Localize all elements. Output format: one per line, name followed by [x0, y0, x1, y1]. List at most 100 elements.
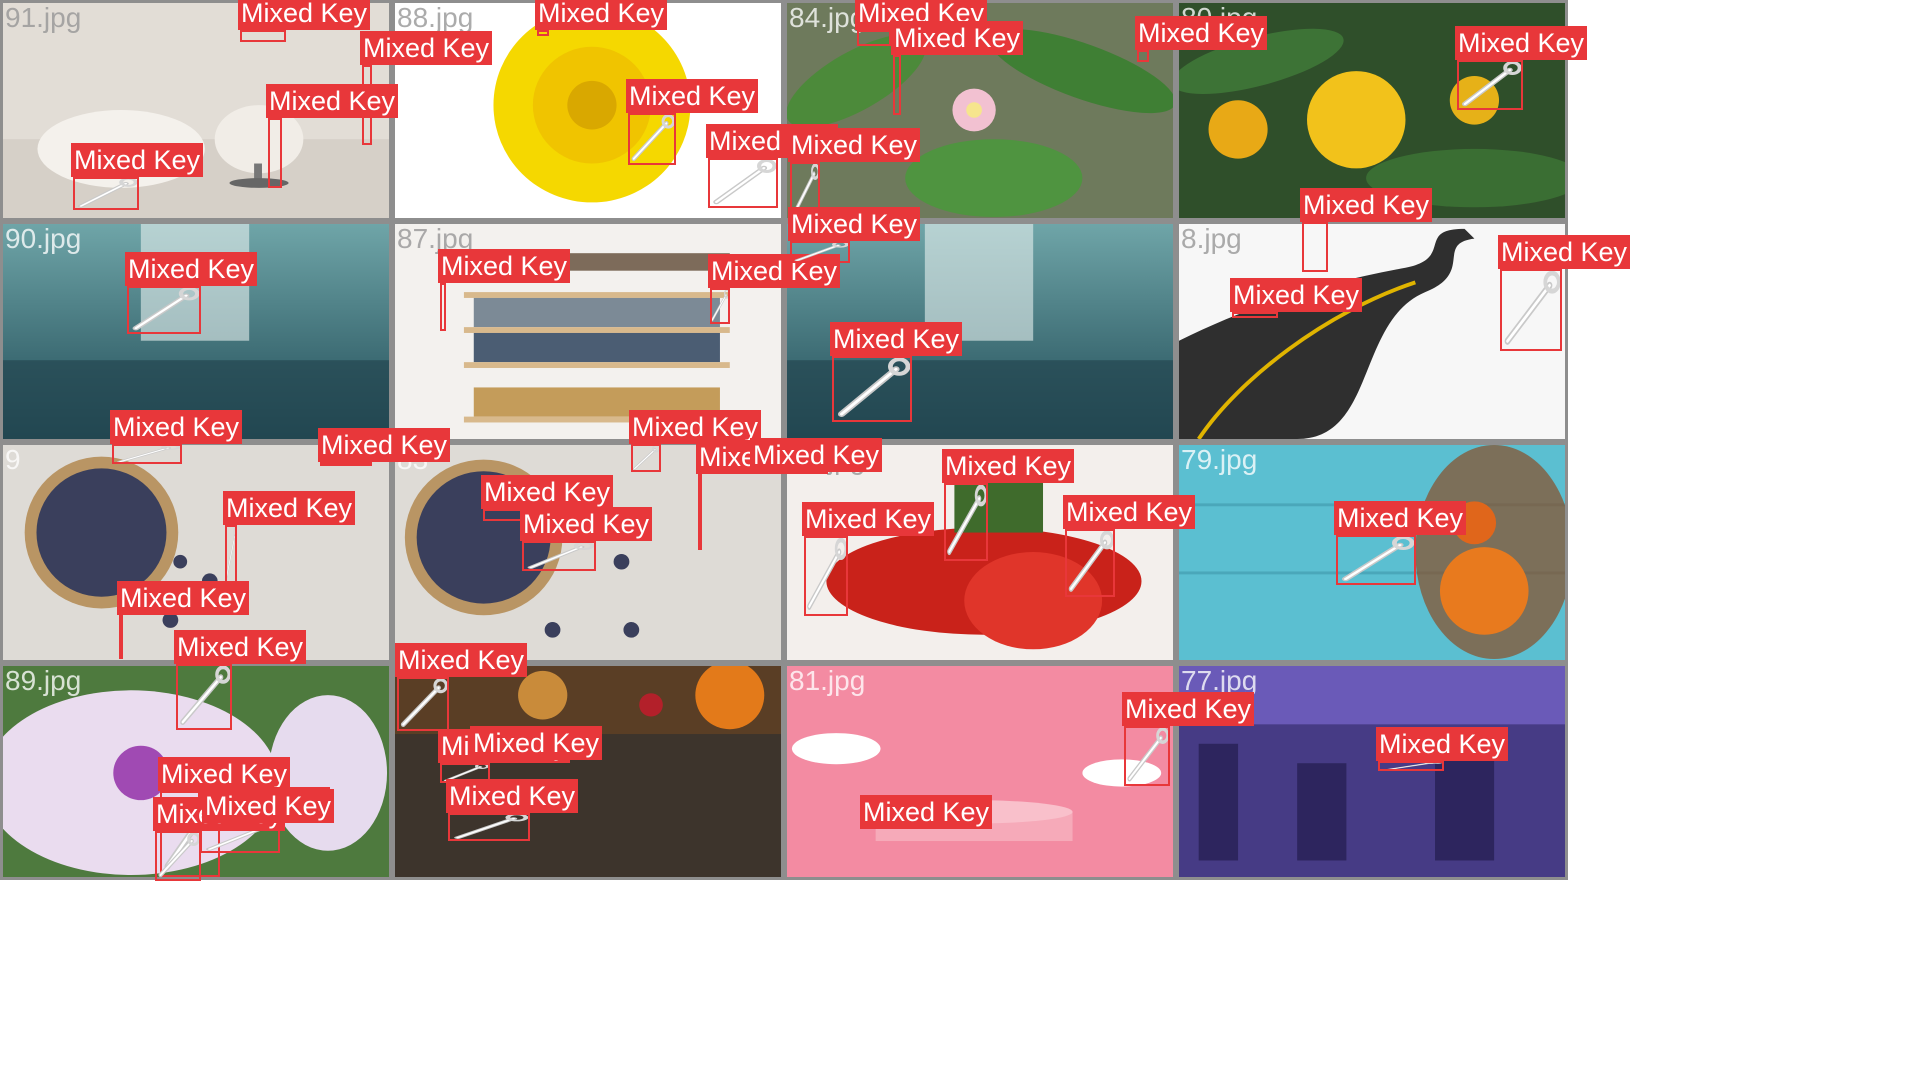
detection-box[interactable]: Mixed Key [1122, 692, 1255, 786]
tile-9[interactable]: 9 [0, 442, 392, 663]
detection-box[interactable]: Mixed Key [158, 757, 291, 877]
tile-autumn-table[interactable] [392, 663, 784, 880]
detection-label: Mixed Key [125, 252, 258, 286]
bounding-box [698, 474, 702, 550]
detection-box[interactable]: Mixed Key [1498, 235, 1631, 351]
detection-label: Mixed Key [1334, 501, 1467, 535]
detection-box[interactable]: Mixed Key [223, 491, 356, 585]
detection-box[interactable]: Mixed Key [153, 797, 286, 881]
detection-label: Mixed Key [318, 428, 451, 462]
wrench-icon [1068, 530, 1114, 592]
bounding-box [522, 541, 596, 571]
detection-label: Mixed Key [470, 726, 603, 760]
wrench-icon [1461, 61, 1522, 107]
detection-label: Mixed Key [223, 491, 356, 525]
bounding-box [1500, 269, 1562, 351]
bounding-box [832, 356, 912, 422]
detection-label: Mixed Key [1455, 26, 1588, 60]
bounding-box [483, 509, 523, 521]
detection-box[interactable]: Mixed Key [942, 449, 1075, 561]
wrench-icon [1127, 727, 1170, 782]
detection-box[interactable]: Mixed Key [535, 0, 668, 36]
detection-box[interactable]: Mixed Key [360, 31, 493, 145]
detection-label: Mixed Key [446, 779, 579, 813]
bounding-box [268, 118, 282, 188]
detection-label: Mixed Key [395, 643, 528, 677]
detection-box[interactable]: Mixed Key [202, 789, 335, 823]
detection-box[interactable]: Mixed Key [266, 84, 399, 188]
detection-box[interactable]: Mixed Key [860, 795, 993, 829]
bounding-box [240, 30, 286, 42]
tile-filename: 84.jpg [789, 2, 866, 33]
detection-box[interactable]: Mixed Key [117, 581, 250, 659]
tile-filename: 90.jpg [5, 223, 82, 254]
bounding-box [628, 113, 676, 165]
detection-label: Mixed Key [1135, 16, 1268, 50]
detection-box[interactable]: Mixed Key [891, 21, 1024, 115]
tile-filename: 89.jpg [5, 665, 82, 696]
detection-box[interactable]: Mixed Key [1063, 495, 1196, 597]
detection-label: Mixed Key [481, 475, 614, 509]
detection-box[interactable]: Mixed Key [1455, 26, 1588, 110]
detection-box[interactable]: Mixed Key [830, 322, 963, 422]
detection-box[interactable]: Mixed Key [708, 254, 841, 324]
wrench-icon [77, 177, 138, 208]
detection-box[interactable]: Mixed Key [706, 124, 839, 208]
bounding-box [1378, 761, 1444, 771]
detection-box[interactable]: Mixed Key [696, 440, 829, 550]
tile-79[interactable]: 79.jpg [1176, 442, 1568, 663]
detection-label: Mixed Key [1300, 188, 1433, 222]
detection-box[interactable]: Mixed Key [446, 779, 579, 841]
detection-label: Mixed Key [788, 128, 921, 162]
detection-label: Mixed Key [117, 581, 250, 615]
tile-81[interactable]: 81.jpg [784, 663, 1176, 880]
detection-box[interactable]: Mixed Key [125, 252, 258, 334]
tile-filename: 91.jpg [5, 2, 82, 33]
detection-label: Mixed Key [942, 449, 1075, 483]
tile-filename: 87.jpg [397, 223, 474, 254]
detection-box[interactable]: Mixed Key [788, 207, 921, 263]
bounding-box [155, 831, 201, 881]
detection-label: Mixed Key [174, 630, 307, 664]
detection-box[interactable]: Mixed Key [750, 438, 883, 472]
wrench-icon [807, 537, 848, 610]
bounding-box [119, 615, 123, 659]
detection-box[interactable]: Mixed Key [855, 0, 988, 46]
detection-box[interactable]: Mixed Key [470, 726, 603, 760]
detection-box[interactable]: Mixed Key [1230, 278, 1363, 318]
detection-label: Mixed Key [202, 789, 335, 823]
detection-box[interactable]: Mixed Key [1300, 188, 1433, 272]
bounding-box [1457, 60, 1523, 110]
detection-box[interactable]: Mixed Key [629, 410, 762, 472]
detection-box[interactable]: Mixed Key [802, 502, 935, 616]
bounding-box [893, 55, 901, 115]
detection-box[interactable]: Mixed Key [395, 643, 528, 731]
detection-box[interactable]: Mixed Key [110, 410, 243, 464]
bounding-box [857, 30, 891, 46]
detection-box[interactable]: Mixed Key [481, 475, 614, 521]
bounding-box [710, 288, 730, 324]
bounding-box [397, 677, 449, 731]
wrench-icon [180, 665, 231, 726]
detection-box[interactable]: Mixed Key [438, 249, 571, 331]
bounding-box [73, 177, 139, 210]
detection-box[interactable]: Mixed Key [71, 143, 204, 210]
bounding-box [160, 791, 220, 877]
detection-box[interactable]: Mixed Key [318, 428, 451, 466]
detection-box[interactable]: Mixed Key [1334, 501, 1467, 585]
detection-box[interactable]: Mixed Key [520, 507, 653, 571]
detection-label: Mixed Key [788, 207, 921, 241]
detection-box[interactable]: Mixed Key [1376, 727, 1509, 771]
detection-label: Mixed Key [110, 410, 243, 444]
detection-label: Mixed Key [158, 757, 291, 791]
tile-filename: 79.jpg [1181, 444, 1258, 475]
tile-77[interactable]: 77.jpg [1176, 663, 1568, 880]
tile-filename: 81.jpg [789, 665, 866, 696]
detection-box[interactable]: Mixed Key [174, 630, 307, 730]
tile-filename: 77.jpg [1181, 665, 1258, 696]
wrench-icon [838, 357, 911, 418]
detection-box[interactable]: Mixed Key [626, 79, 759, 165]
tile-filename: 9 [5, 444, 21, 475]
detection-box[interactable]: Mixed Key [238, 0, 371, 42]
detection-box[interactable]: Mixed Key [1135, 16, 1268, 62]
